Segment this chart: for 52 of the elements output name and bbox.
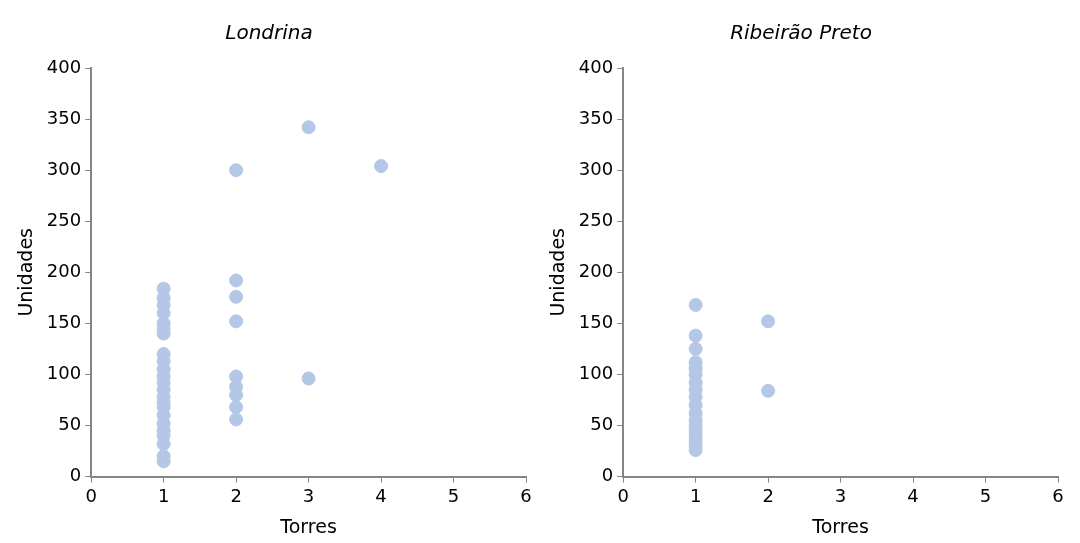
x-tick-label: 0 <box>85 485 97 507</box>
x-tick-label: 2 <box>230 485 242 507</box>
y-tick-label: 250 <box>578 208 614 230</box>
x-tick-label: 5 <box>447 485 460 507</box>
point <box>229 273 244 288</box>
y-axis-title: Unidades <box>14 228 37 317</box>
point <box>229 289 244 304</box>
point <box>688 341 703 356</box>
x-axis-title: Torres <box>811 514 869 537</box>
x-tick-label: 3 <box>302 485 315 507</box>
y-tick-label: 0 <box>69 464 82 486</box>
y-tick-label: 100 <box>46 362 82 384</box>
y-tick-label: 100 <box>578 362 614 384</box>
point <box>301 120 316 135</box>
y-tick-label: 200 <box>46 259 82 281</box>
x-tick-label: 2 <box>762 485 774 507</box>
x-tick-label: 1 <box>689 485 702 507</box>
point <box>688 328 703 343</box>
chart-title: Londrina <box>225 20 313 45</box>
y-tick-label: 400 <box>578 55 614 77</box>
point <box>229 163 244 178</box>
y-tick-label: 300 <box>46 157 82 179</box>
point <box>229 412 244 427</box>
x-axis-title: Torres <box>279 514 337 537</box>
y-tick-label: 150 <box>578 311 614 333</box>
y-axis-title: Unidades <box>546 228 569 317</box>
y-tick-label: 50 <box>58 413 82 435</box>
x-tick-label: 3 <box>834 485 847 507</box>
point <box>229 314 244 329</box>
y-tick-label: 200 <box>578 259 614 281</box>
x-tick-label: 6 <box>1052 485 1064 507</box>
point <box>301 371 316 386</box>
point <box>229 400 244 415</box>
point <box>761 314 776 329</box>
x-tick-label: 0 <box>617 485 629 507</box>
y-tick-label: 350 <box>46 106 82 128</box>
y-tick-label: 0 <box>601 464 614 486</box>
y-tick-label: 350 <box>578 106 614 128</box>
point <box>761 383 776 398</box>
chart-title: Ribeirão Preto <box>730 20 872 45</box>
y-tick-label: 300 <box>578 157 614 179</box>
x-tick-label: 1 <box>157 485 170 507</box>
y-tick-label: 150 <box>46 311 82 333</box>
x-tick-label: 5 <box>979 485 992 507</box>
x-tick-label: 4 <box>907 485 919 507</box>
x-tick-label: 4 <box>375 485 387 507</box>
y-tick-label: 400 <box>46 55 82 77</box>
point <box>688 297 703 312</box>
x-tick-label: 6 <box>520 485 532 507</box>
point <box>374 159 389 174</box>
y-tick-label: 250 <box>46 208 82 230</box>
y-tick-label: 50 <box>590 413 614 435</box>
